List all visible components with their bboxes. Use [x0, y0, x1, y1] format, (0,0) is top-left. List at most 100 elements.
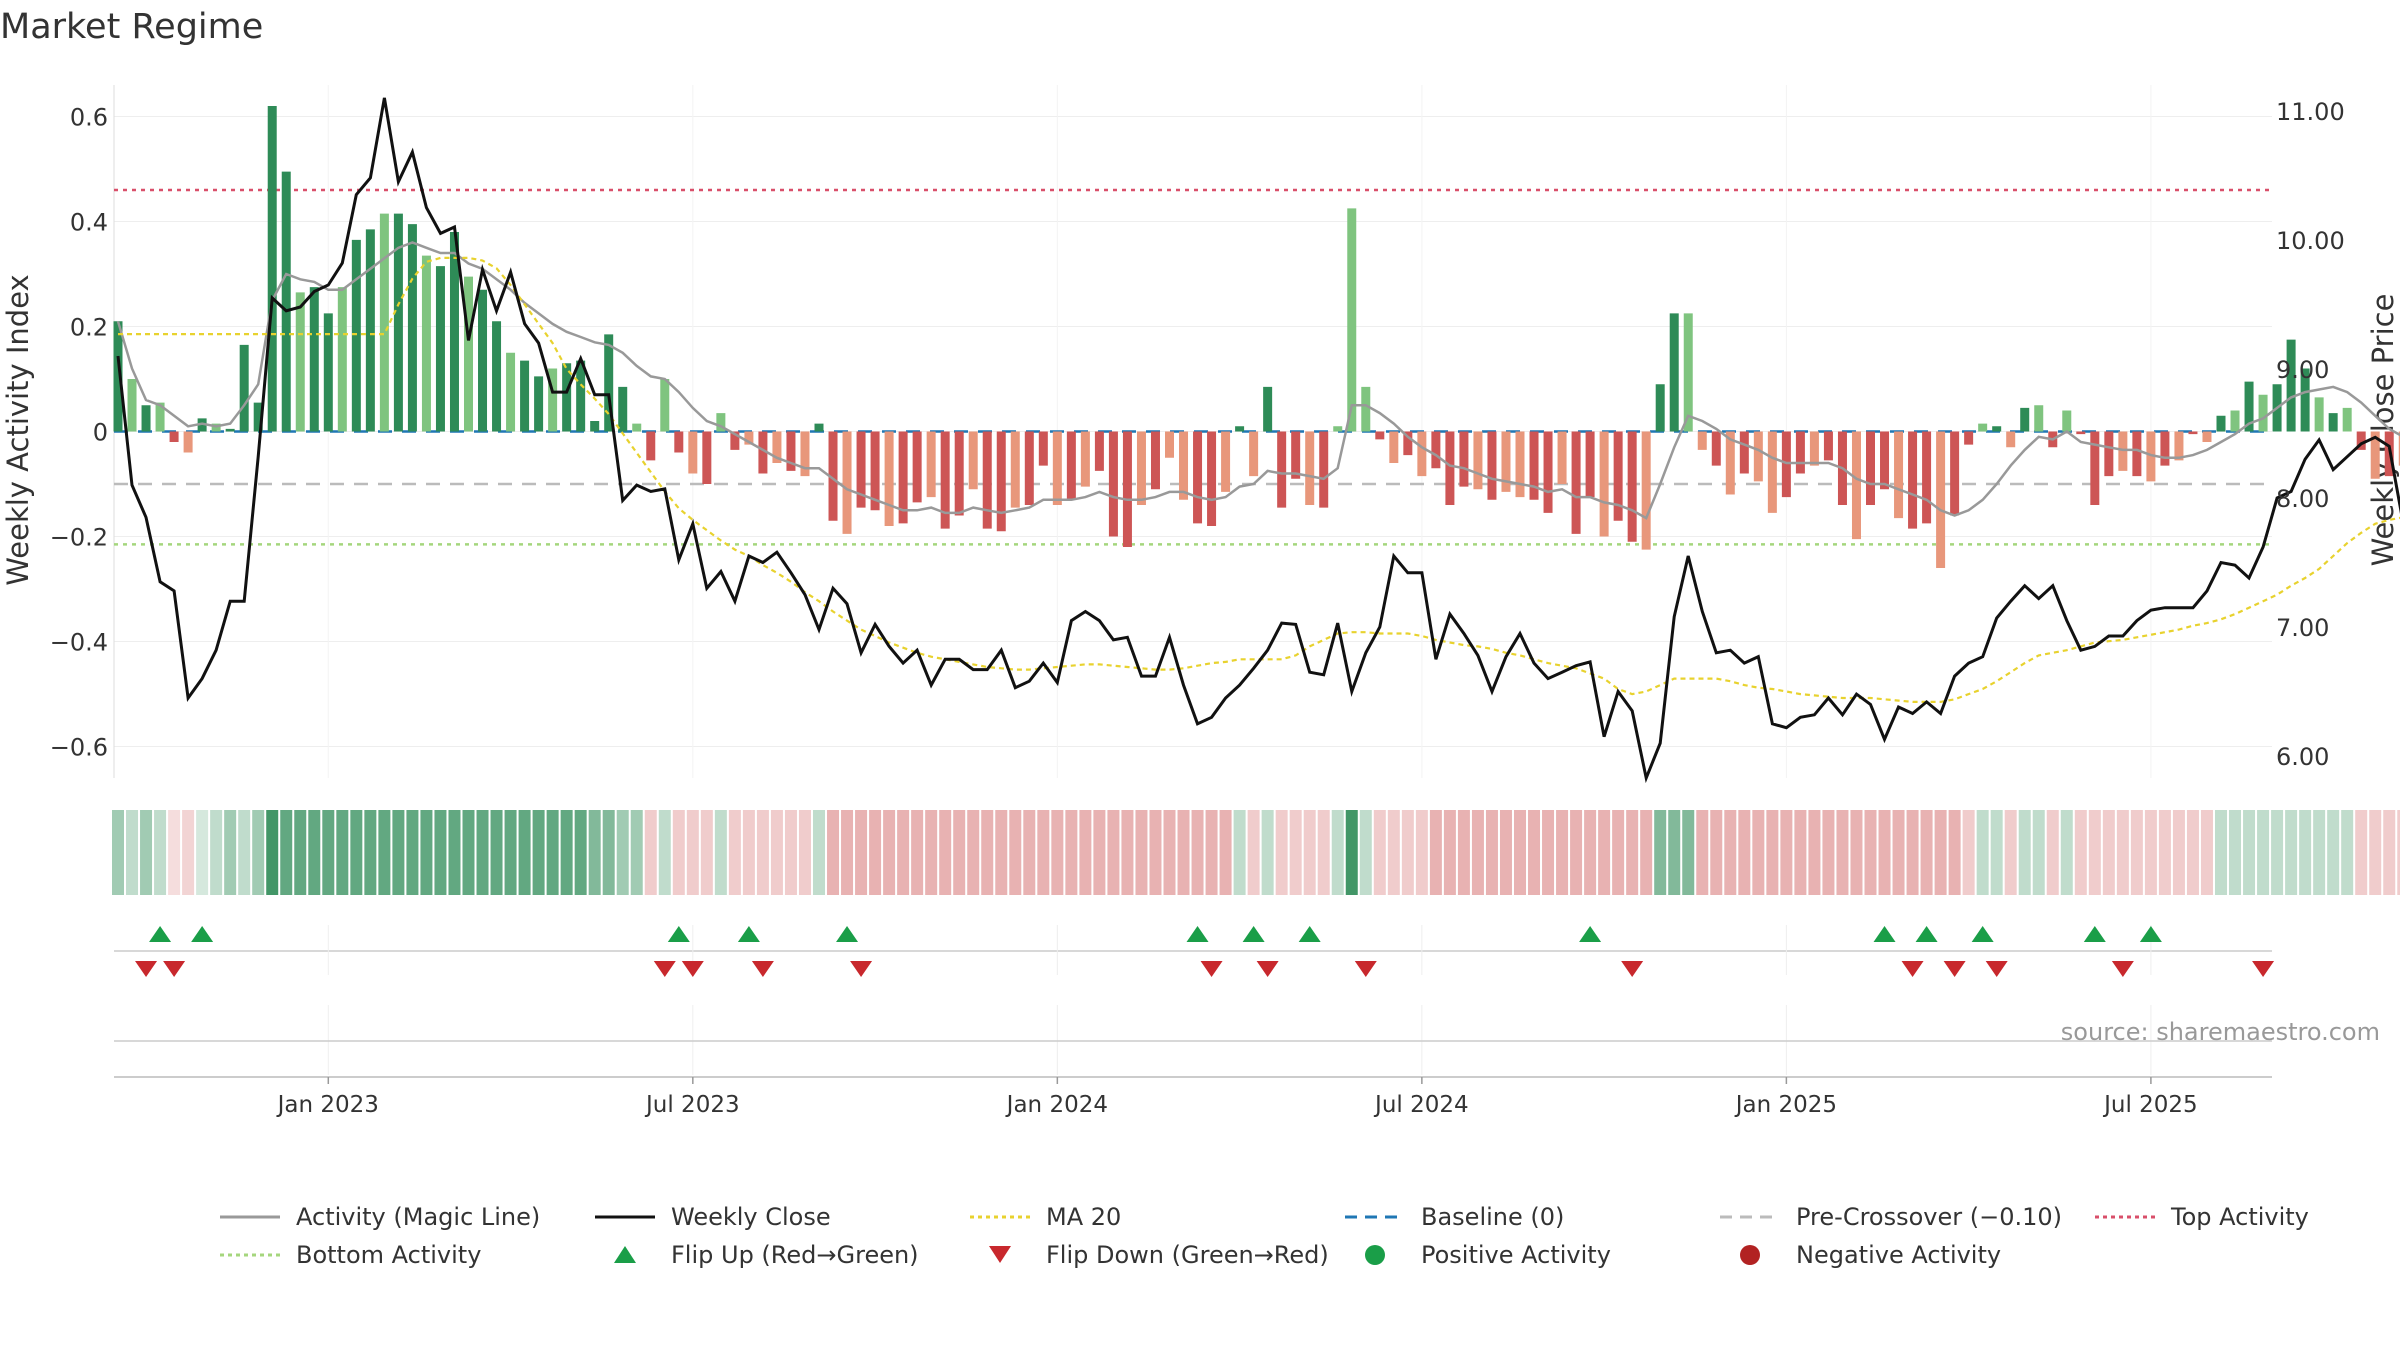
- regime-strip-cell: [2285, 810, 2298, 895]
- regime-strip-cell: [364, 810, 377, 895]
- activity-bar: [393, 213, 403, 432]
- activity-bar: [1683, 313, 1693, 432]
- regime-strip-cell: [1415, 810, 1428, 895]
- y-axis-label-left: Weekly Activity Index: [1, 274, 35, 585]
- activity-bar: [1894, 431, 1904, 519]
- activity-bar: [688, 431, 698, 474]
- activity-bar: [113, 321, 123, 432]
- activity-bar: [1585, 431, 1595, 498]
- legend-label: Baseline (0): [1421, 1203, 1564, 1231]
- regime-strip-cell: [1191, 810, 1204, 895]
- regime-strip-cell: [1121, 810, 1134, 895]
- activity-bar: [730, 431, 740, 450]
- activity-bar: [940, 431, 950, 529]
- regime-strip-cell: [1065, 810, 1078, 895]
- legend-label: Activity (Magic Line): [296, 1203, 540, 1231]
- flip-up-marker: [149, 926, 172, 942]
- activity-bar: [1487, 431, 1497, 500]
- regime-strip-cell: [1401, 810, 1414, 895]
- regime-strip-cell: [588, 810, 601, 895]
- flip-up-marker: [1242, 926, 1265, 942]
- x-tick-label: Jan 2023: [276, 1092, 379, 1118]
- regime-strip-cell: [1079, 810, 1092, 895]
- legend-swatch: [1365, 1245, 1385, 1265]
- regime-strip-cell: [1135, 810, 1148, 895]
- legend-item: Weekly Close: [595, 1203, 831, 1231]
- regime-strip-cell: [869, 810, 882, 895]
- activity-bar: [926, 431, 936, 498]
- regime-strip-cell: [420, 810, 433, 895]
- regime-strip-cell: [2144, 810, 2157, 895]
- activity-bar: [968, 431, 978, 490]
- activity-bar: [323, 313, 333, 432]
- regime-strip-cell: [728, 810, 741, 895]
- activity-bar: [1066, 431, 1076, 500]
- source-caption: source: sharemaestro.com: [2061, 1018, 2380, 1046]
- regime-strip-cell: [1598, 810, 1611, 895]
- regime-strip-cell: [1275, 810, 1288, 895]
- regime-strip-cell: [616, 810, 629, 895]
- regime-strip-cell: [1570, 810, 1583, 895]
- activity-bar: [1627, 431, 1637, 542]
- activity-bar: [1122, 431, 1132, 547]
- flip-up-marker: [2083, 926, 2106, 942]
- legend-item: Bottom Activity: [220, 1241, 481, 1269]
- regime-strip-cell: [322, 810, 335, 895]
- activity-bar: [1697, 431, 1707, 450]
- regime-strip-cell: [2271, 810, 2284, 895]
- legend-label: Positive Activity: [1421, 1241, 1611, 1269]
- activity-bar: [1403, 431, 1413, 456]
- activity-bar: [2398, 431, 2400, 466]
- regime-strip-cell: [1864, 810, 1877, 895]
- axis-ticks: 0.6 0.4 0.2 0 −0.2 −0.4 −0.6 11.00 10.00 9.00 8.00…: [50, 98, 2345, 771]
- activity-bar: [954, 431, 964, 516]
- activity-bar: [1936, 431, 1946, 568]
- regime-strip-cell: [995, 810, 1008, 895]
- regime-strip-cell: [196, 810, 209, 895]
- regime-strip-cell: [1640, 810, 1653, 895]
- activity-bar: [337, 287, 347, 432]
- flip-down-marker: [681, 961, 704, 977]
- activity-bar: [674, 431, 684, 453]
- activity-bar: [1431, 431, 1441, 469]
- regime-strip-cell: [1051, 810, 1064, 895]
- regime-strip-cell: [182, 810, 195, 895]
- activity-bar: [478, 289, 488, 432]
- regime-strip-cell: [2130, 810, 2143, 895]
- activity-bar: [1908, 431, 1918, 529]
- regime-strip-cell: [1850, 810, 1863, 895]
- regime-strip-cell: [1289, 810, 1302, 895]
- regime-strip-cell: [602, 810, 615, 895]
- activity-bar: [562, 363, 572, 432]
- activity-bar: [1851, 431, 1861, 540]
- x-tick-label: Jan 2025: [1734, 1092, 1837, 1118]
- activity-bar: [1361, 386, 1371, 432]
- activity-bar: [2090, 431, 2100, 505]
- regime-strip-cell: [280, 810, 293, 895]
- activity-bar: [1739, 431, 1749, 474]
- activity-bar: [1235, 426, 1245, 432]
- left-tick-label: 0: [93, 419, 108, 447]
- activity-bar: [1094, 431, 1104, 471]
- regime-strip-cell: [378, 810, 391, 895]
- regime-strip-cell: [2088, 810, 2101, 895]
- right-tick-label: 9.00: [2276, 356, 2329, 384]
- activity-bar: [492, 321, 502, 432]
- regime-strip-cell: [252, 810, 265, 895]
- regime-strip-cell: [2243, 810, 2256, 895]
- activity-bar: [1417, 431, 1427, 477]
- regime-strip-cell: [883, 810, 896, 895]
- legend-item: Flip Down (Green→Red): [989, 1241, 1329, 1269]
- regime-strip-cell: [2074, 810, 2087, 895]
- activity-bar: [435, 266, 445, 432]
- activity-bar: [1207, 431, 1217, 526]
- activity-bar: [267, 106, 277, 432]
- regime-strip-cell: [2200, 810, 2213, 895]
- regime-strip-cell: [532, 810, 545, 895]
- activity-bar: [1010, 431, 1020, 508]
- activity-bar: [870, 431, 880, 511]
- activity-bar: [758, 431, 768, 474]
- activity-bar: [786, 431, 796, 471]
- x-tick-label: Jan 2024: [1005, 1092, 1108, 1118]
